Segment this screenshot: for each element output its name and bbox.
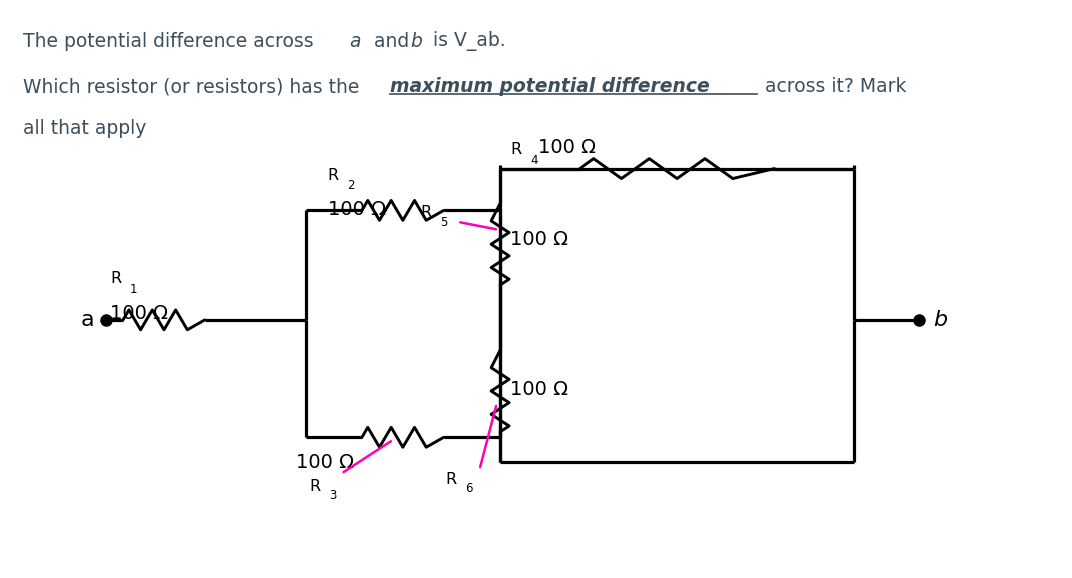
Text: 100 Ω: 100 Ω	[538, 138, 596, 157]
Text: 6: 6	[465, 482, 473, 495]
Text: b: b	[411, 32, 422, 51]
Text: 1: 1	[130, 283, 137, 296]
Text: R: R	[445, 472, 457, 487]
Text: 100 Ω: 100 Ω	[110, 304, 168, 323]
Text: R: R	[420, 205, 431, 220]
Text: 100 Ω: 100 Ω	[296, 453, 354, 472]
Text: maximum potential difference: maximum potential difference	[390, 77, 710, 97]
Text: Which resistor (or resistors) has the: Which resistor (or resistors) has the	[24, 77, 366, 97]
Text: a: a	[349, 32, 361, 51]
Text: 5: 5	[441, 216, 448, 229]
Text: a: a	[80, 310, 94, 330]
Text: R: R	[110, 271, 121, 286]
Text: R: R	[310, 479, 321, 494]
Text: b: b	[933, 310, 947, 330]
Text: 100 Ω: 100 Ω	[328, 201, 386, 220]
Text: and: and	[369, 32, 416, 51]
Text: is V_ab.: is V_ab.	[428, 31, 506, 51]
Text: 2: 2	[347, 179, 355, 192]
Text: R: R	[510, 142, 521, 157]
Text: R: R	[328, 168, 339, 183]
Text: 3: 3	[329, 489, 337, 502]
Text: The potential difference across: The potential difference across	[24, 32, 319, 51]
Text: 4: 4	[530, 154, 537, 166]
Text: across it? Mark: across it? Mark	[759, 77, 907, 97]
Text: 100 Ω: 100 Ω	[510, 229, 568, 249]
Text: 100 Ω: 100 Ω	[510, 380, 568, 398]
Text: all that apply: all that apply	[24, 119, 147, 138]
